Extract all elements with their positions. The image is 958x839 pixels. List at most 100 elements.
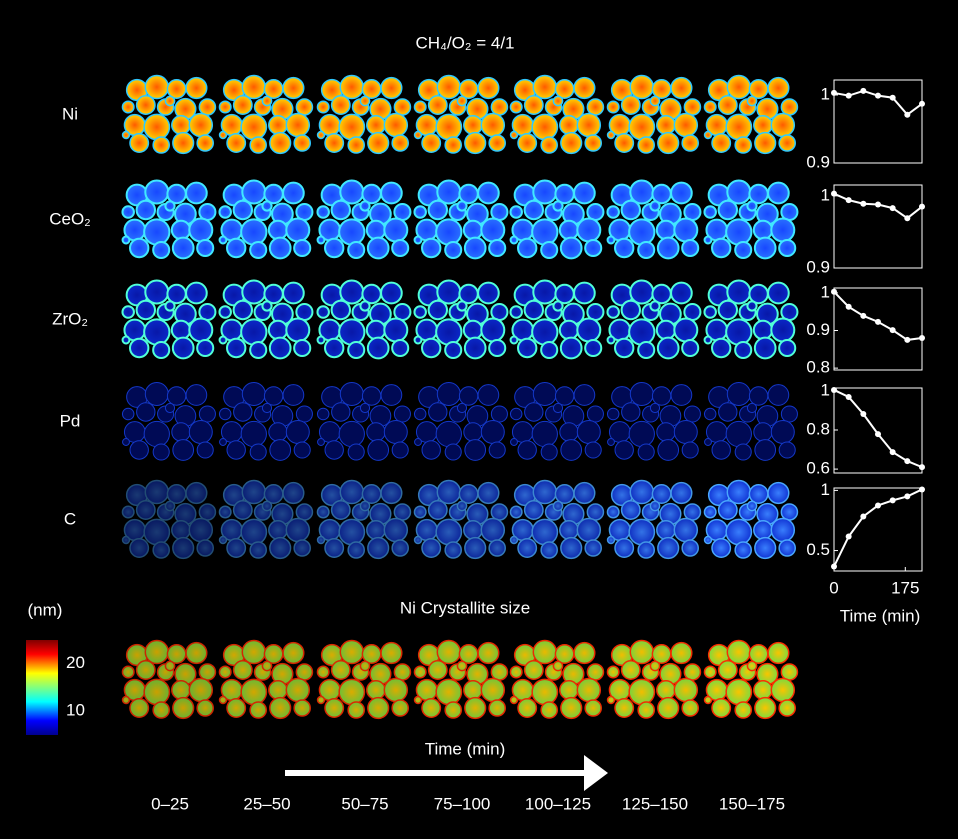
- particle: [242, 383, 265, 406]
- particle: [630, 181, 653, 204]
- particle: [199, 99, 215, 115]
- particle: [123, 439, 130, 446]
- particle: [422, 441, 440, 459]
- particle: [318, 132, 325, 139]
- y-tick-label: 1: [821, 185, 830, 204]
- particle: [445, 342, 461, 358]
- particle: [726, 219, 751, 244]
- particle: [650, 96, 659, 105]
- particle: [768, 643, 789, 664]
- particle: [560, 221, 578, 239]
- particle: [262, 201, 271, 210]
- particle: [682, 442, 698, 458]
- particle: [533, 181, 556, 204]
- particle: [682, 540, 698, 556]
- data-point: [846, 394, 852, 400]
- x-tick-label: 0: [829, 578, 838, 597]
- particle: [318, 537, 325, 544]
- particle: [368, 538, 389, 559]
- particle: [682, 340, 698, 356]
- particle: [650, 501, 659, 510]
- particle: [622, 501, 640, 519]
- particle: [712, 441, 730, 459]
- row-label: C: [64, 509, 76, 528]
- particle: [234, 403, 252, 421]
- particle: [533, 281, 556, 304]
- particle: [144, 421, 169, 446]
- particle: [414, 666, 426, 678]
- particle: [294, 700, 310, 716]
- particle: [457, 501, 466, 510]
- image-tile: [317, 481, 410, 559]
- particle: [436, 319, 461, 344]
- particle: [381, 483, 402, 504]
- particle: [415, 537, 422, 544]
- particle: [360, 501, 369, 510]
- data-point: [919, 204, 925, 210]
- particle: [153, 702, 169, 718]
- particle: [674, 219, 697, 242]
- particle: [553, 96, 562, 105]
- particle: [325, 134, 343, 152]
- particle: [325, 699, 343, 717]
- particle: [560, 423, 578, 441]
- particle: [674, 679, 697, 702]
- particle: [704, 408, 716, 420]
- data-point: [875, 431, 881, 437]
- particle: [749, 80, 767, 98]
- particle: [384, 679, 407, 702]
- particle: [712, 539, 730, 557]
- particle: [429, 301, 447, 319]
- particle: [671, 385, 692, 406]
- particle: [130, 339, 148, 357]
- particle: [348, 702, 364, 718]
- particle: [560, 321, 578, 339]
- particle: [437, 383, 460, 406]
- particle: [768, 183, 789, 204]
- particle: [137, 96, 155, 114]
- particle: [173, 538, 194, 559]
- particle: [652, 485, 670, 503]
- particle: [684, 664, 700, 680]
- particle: [173, 698, 194, 719]
- particle: [755, 538, 776, 559]
- image-tile: [122, 383, 215, 461]
- particle: [368, 238, 389, 259]
- particle: [705, 697, 712, 704]
- particle: [189, 519, 212, 542]
- image-tile: [607, 383, 700, 461]
- particle: [269, 681, 287, 699]
- particle: [422, 339, 440, 357]
- particle: [464, 423, 482, 441]
- particle: [481, 519, 504, 542]
- particle: [144, 519, 169, 544]
- particle: [144, 114, 169, 139]
- particle: [754, 521, 772, 539]
- particle: [220, 697, 227, 704]
- particle: [712, 699, 730, 717]
- image-tile: [219, 281, 312, 359]
- particle: [167, 485, 185, 503]
- particle: [755, 698, 776, 719]
- image-tile: [414, 481, 507, 559]
- particle: [332, 96, 350, 114]
- particle: [173, 238, 194, 259]
- particle: [459, 387, 477, 405]
- data-point: [831, 564, 837, 570]
- particle: [510, 666, 522, 678]
- particle: [367, 681, 385, 699]
- particle: [630, 281, 653, 304]
- particle: [781, 504, 797, 520]
- particle: [348, 542, 364, 558]
- particle: [638, 444, 654, 460]
- particle: [173, 440, 194, 461]
- particle: [781, 99, 797, 115]
- particle: [630, 641, 653, 664]
- data-point: [890, 497, 896, 503]
- particle: [684, 99, 700, 115]
- particle: [574, 183, 595, 204]
- particle: [340, 383, 363, 406]
- particle: [727, 76, 750, 99]
- particle: [437, 641, 460, 664]
- image-tile: [510, 383, 603, 461]
